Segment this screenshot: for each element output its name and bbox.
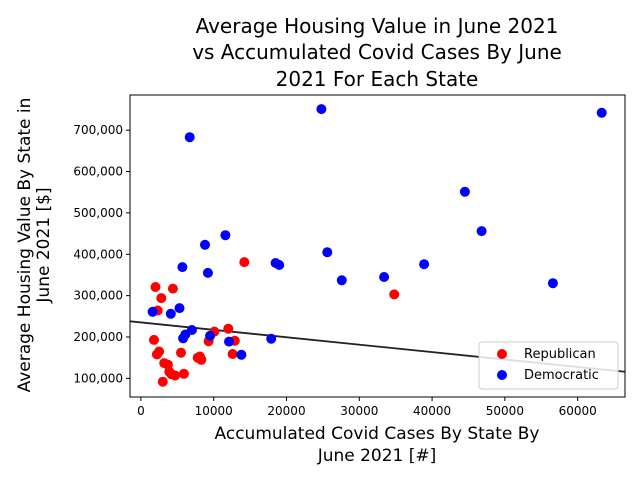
point-republican-4 (154, 346, 165, 357)
legend-label-republican: Republican (524, 347, 596, 362)
legend-label-democratic: Democratic (524, 368, 599, 383)
point-democratic-11 (220, 230, 231, 241)
y-axis-label: Average Housing Value By State in June 2… (15, 98, 54, 393)
point-democratic-20 (379, 272, 390, 282)
point-democratic-7 (186, 325, 197, 335)
point-democratic-24 (547, 278, 558, 289)
point-democratic-18 (322, 247, 333, 258)
point-democratic-2 (174, 303, 185, 314)
point-democratic-0 (147, 306, 158, 317)
x-tick-label: 50000 (486, 404, 524, 418)
point-republican-6 (157, 376, 168, 387)
legend-marker-democratic (497, 370, 507, 380)
chart-title-line-3: 2021 For Each State (276, 67, 479, 91)
x-axis-label-line-1: Accumulated Covid Cases By State By (215, 424, 540, 444)
legend-box (478, 341, 619, 390)
point-democratic-13 (236, 349, 247, 360)
point-democratic-21 (419, 259, 430, 270)
legend: Republican Democratic (478, 341, 619, 390)
point-democratic-19 (336, 275, 347, 286)
point-republican-24 (389, 289, 400, 300)
point-democratic-22 (459, 186, 470, 197)
x-tick-label: 30000 (340, 404, 378, 418)
axis-ticks: 0 10000 20000 30000 40000 50000 60000 100,000 20… (73, 123, 596, 418)
x-tick-label: 20000 (267, 404, 305, 418)
y-tick-label: 600,000 (73, 165, 123, 179)
point-democratic-8 (200, 239, 210, 250)
point-democratic-16 (274, 260, 285, 270)
point-democratic-1 (165, 308, 176, 319)
y-axis-label-line-1: Average Housing Value By State in (15, 98, 35, 393)
point-democratic-9 (202, 267, 213, 278)
legend-marker-republican (497, 349, 507, 359)
x-axis-label-line-2: June 2021 [#] (317, 446, 437, 466)
x-tick-label: 0 (137, 404, 145, 418)
plot-frame (129, 94, 626, 398)
point-republican-21 (227, 349, 238, 359)
y-tick-label: 200,000 (73, 330, 123, 344)
point-republican-13 (176, 347, 186, 358)
point-democratic-25 (596, 107, 607, 118)
y-tick-label: 400,000 (73, 247, 123, 261)
chart-title: Average Housing Value in June 2021 vs Ac… (192, 14, 562, 91)
x-tick-label: 60000 (559, 404, 597, 418)
point-democratic-3 (177, 262, 188, 273)
point-democratic-10 (205, 330, 216, 341)
point-republican-1 (150, 282, 161, 292)
y-tick-label: 500,000 (73, 206, 123, 220)
point-republican-12 (170, 370, 181, 381)
point-republican-14 (178, 368, 189, 379)
point-democratic-23 (476, 226, 487, 237)
point-republican-11 (167, 283, 178, 294)
x-tick-label: 40000 (413, 404, 451, 418)
point-democratic-6 (184, 132, 195, 143)
point-republican-23 (239, 257, 250, 268)
y-axis-label-line-2: June 2021 [$] (34, 187, 54, 303)
chart-title-line-2: vs Accumulated Covid Cases By June (192, 40, 562, 64)
data-points (147, 104, 607, 387)
chart-title-line-1: Average Housing Value in June 2021 (196, 14, 559, 38)
y-tick-label: 300,000 (73, 289, 123, 303)
point-democratic-12 (224, 336, 234, 347)
point-republican-17 (196, 354, 207, 365)
x-tick-label: 10000 (195, 404, 233, 418)
point-republican-5 (156, 293, 167, 304)
y-tick-label: 100,000 (73, 371, 123, 385)
point-democratic-14 (266, 333, 277, 344)
point-republican-20 (223, 323, 234, 334)
point-republican-0 (149, 334, 159, 345)
x-axis-label: Accumulated Covid Cases By State By June… (215, 424, 540, 466)
y-tick-label: 700,000 (73, 123, 123, 137)
point-democratic-17 (316, 104, 327, 115)
